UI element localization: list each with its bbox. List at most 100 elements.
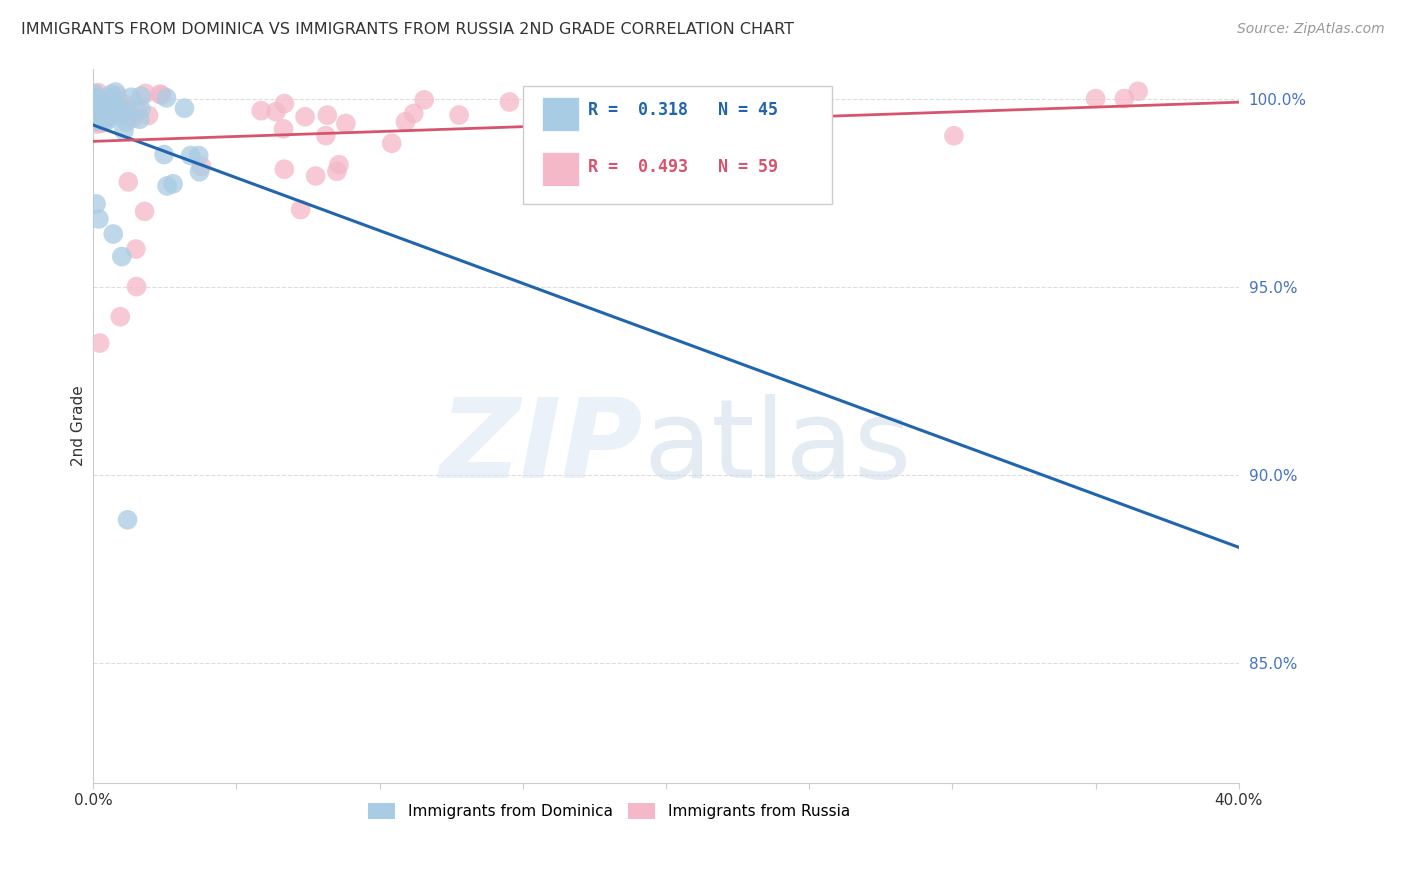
Immigrants from Russia	[394, 115, 416, 129]
Immigrants from Russia	[316, 108, 339, 122]
Immigrants from Russia	[772, 97, 794, 112]
Immigrants from Dominica	[87, 112, 110, 126]
Immigrants from Russia	[100, 91, 122, 105]
Immigrants from Russia	[117, 175, 139, 189]
Immigrants from Dominica	[112, 104, 135, 119]
Legend: Immigrants from Dominica, Immigrants from Russia: Immigrants from Dominica, Immigrants fro…	[361, 797, 856, 825]
Immigrants from Russia	[402, 106, 425, 120]
Immigrants from Dominica	[120, 90, 142, 104]
Text: IMMIGRANTS FROM DOMINICA VS IMMIGRANTS FROM RUSSIA 2ND GRADE CORRELATION CHART: IMMIGRANTS FROM DOMINICA VS IMMIGRANTS F…	[21, 22, 794, 37]
Immigrants from Dominica	[173, 101, 195, 115]
Immigrants from Russia	[91, 116, 114, 130]
Immigrants from Dominica	[83, 87, 105, 101]
Immigrants from Russia	[328, 158, 350, 172]
Immigrants from Russia	[87, 112, 110, 127]
Immigrants from Russia	[117, 103, 139, 117]
Immigrants from Russia	[134, 87, 156, 101]
Immigrants from Russia	[335, 116, 357, 130]
Immigrants from Dominica	[129, 89, 152, 103]
Immigrants from Russia	[91, 112, 114, 126]
Immigrants from Russia	[1084, 92, 1107, 106]
Immigrants from Russia	[84, 95, 107, 109]
Immigrants from Dominica	[117, 513, 139, 527]
Immigrants from Russia	[290, 202, 312, 217]
Immigrants from Russia	[84, 102, 107, 116]
Immigrants from Dominica	[97, 112, 120, 127]
Bar	[543, 97, 579, 131]
Immigrants from Dominica	[84, 197, 107, 211]
Immigrants from Dominica	[156, 178, 179, 193]
Immigrants from Dominica	[97, 103, 120, 117]
Immigrants from Dominica	[105, 101, 128, 115]
Immigrants from Russia	[273, 96, 295, 111]
Immigrants from Russia	[294, 110, 316, 124]
Immigrants from Russia	[111, 107, 134, 121]
Immigrants from Dominica	[84, 90, 107, 104]
Immigrants from Russia	[305, 169, 328, 183]
Immigrants from Dominica	[128, 112, 150, 127]
Immigrants from Dominica	[87, 101, 110, 115]
Text: atlas: atlas	[643, 393, 911, 500]
Text: ZIP: ZIP	[440, 393, 643, 500]
Immigrants from Russia	[498, 95, 520, 109]
Immigrants from Russia	[122, 112, 145, 126]
Immigrants from Dominica	[188, 165, 211, 179]
Y-axis label: 2nd Grade: 2nd Grade	[72, 385, 86, 467]
Immigrants from Dominica	[111, 105, 134, 120]
Immigrants from Russia	[942, 128, 965, 143]
Immigrants from Dominica	[87, 97, 110, 112]
Immigrants from Russia	[104, 98, 127, 112]
Immigrants from Dominica	[97, 104, 120, 119]
Immigrants from Russia	[315, 128, 337, 143]
Immigrants from Russia	[89, 112, 111, 127]
Immigrants from Dominica	[98, 98, 121, 112]
Immigrants from Russia	[105, 88, 128, 103]
Immigrants from Russia	[1126, 84, 1149, 98]
Immigrants from Dominica	[115, 115, 138, 129]
Immigrants from Russia	[138, 108, 160, 122]
Immigrants from Dominica	[162, 177, 184, 191]
Text: Source: ZipAtlas.com: Source: ZipAtlas.com	[1237, 22, 1385, 37]
Immigrants from Russia	[125, 103, 148, 118]
Immigrants from Russia	[110, 310, 132, 324]
Immigrants from Dominica	[104, 85, 127, 99]
Immigrants from Dominica	[94, 111, 117, 125]
Immigrants from Russia	[134, 204, 156, 219]
Immigrants from Russia	[735, 122, 758, 136]
Immigrants from Russia	[90, 116, 112, 130]
Bar	[543, 153, 579, 186]
Immigrants from Russia	[125, 279, 148, 293]
Immigrants from Russia	[149, 87, 172, 102]
Immigrants from Dominica	[100, 87, 122, 101]
Immigrants from Dominica	[187, 148, 209, 162]
Immigrants from Russia	[623, 121, 645, 136]
Immigrants from Dominica	[100, 107, 122, 121]
Immigrants from Russia	[98, 105, 121, 120]
Immigrants from Russia	[326, 164, 349, 178]
Immigrants from Dominica	[103, 227, 125, 241]
Immigrants from Russia	[115, 98, 138, 112]
Immigrants from Dominica	[83, 92, 105, 106]
FancyBboxPatch shape	[523, 87, 832, 204]
Immigrants from Russia	[190, 159, 212, 173]
Immigrants from Russia	[273, 122, 295, 136]
Text: R =  0.318   N = 45: R = 0.318 N = 45	[588, 101, 778, 119]
Immigrants from Russia	[413, 93, 436, 107]
Text: R =  0.493   N = 59: R = 0.493 N = 59	[588, 158, 778, 176]
Immigrants from Russia	[787, 126, 810, 140]
Immigrants from Russia	[1114, 92, 1136, 106]
Immigrants from Dominica	[91, 98, 114, 112]
Immigrants from Russia	[83, 89, 105, 103]
Immigrants from Dominica	[153, 147, 176, 161]
Immigrants from Dominica	[86, 114, 108, 128]
Immigrants from Russia	[250, 103, 273, 118]
Immigrants from Dominica	[129, 102, 152, 116]
Immigrants from Dominica	[101, 100, 124, 114]
Immigrants from Russia	[273, 162, 295, 177]
Immigrants from Dominica	[180, 148, 202, 162]
Immigrants from Russia	[449, 108, 471, 122]
Immigrants from Dominica	[112, 124, 135, 138]
Immigrants from Dominica	[84, 96, 107, 111]
Immigrants from Russia	[90, 108, 112, 122]
Immigrants from Russia	[86, 117, 108, 131]
